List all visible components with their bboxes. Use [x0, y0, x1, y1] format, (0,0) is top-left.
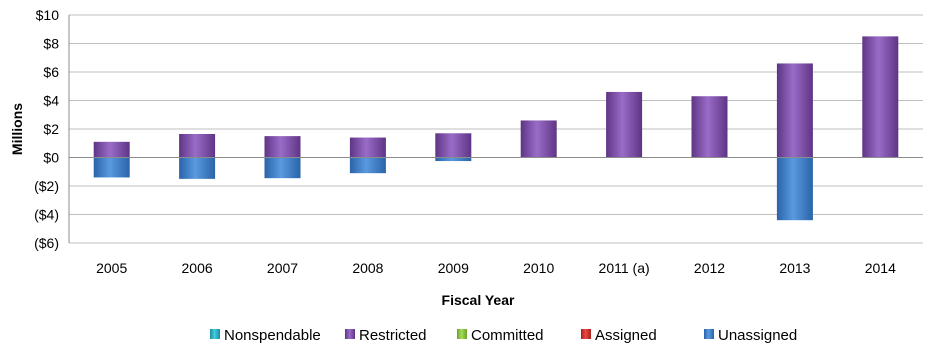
bar-restricted-2009 [435, 133, 472, 158]
legend-label-committed: Committed [471, 327, 544, 344]
y-tick-label: $2 [43, 121, 59, 137]
x-tick-label: 2011 (a) [599, 260, 650, 276]
y-tick-label: $6 [43, 64, 59, 80]
bar-unassigned-2013 [776, 157, 813, 221]
x-tick-label: 2013 [779, 260, 810, 276]
bar-restricted-2006 [179, 133, 216, 158]
legend-label-unassigned: Unassigned [718, 327, 797, 344]
y-tick-label: $4 [43, 93, 59, 109]
bar-restricted-2014 [862, 36, 899, 158]
y-tick-label: $8 [43, 36, 59, 52]
x-tick-label: 2010 [523, 260, 554, 276]
bar-restricted-2008 [349, 137, 386, 158]
x-tick-label: 2014 [865, 260, 896, 276]
legend-label-assigned: Assigned [595, 327, 657, 344]
bar-restricted-2010 [520, 120, 557, 158]
bar-unassigned-2008 [349, 157, 386, 174]
bar-unassigned-2006 [179, 157, 216, 179]
x-tick-label: 2006 [182, 260, 213, 276]
x-tick-label: 2009 [438, 260, 469, 276]
bar-unassigned-2007 [264, 157, 301, 179]
axes: $10 $8 $6 $4 $2 $0 ($2) ($4) ($6) 2005 2006 2007 200… [34, 7, 923, 276]
y-tick-label: ($2) [34, 178, 59, 194]
legend-swatch-nonspendable [210, 329, 220, 339]
legend-swatch-assigned [581, 329, 591, 339]
legend-label-nonspendable: Nonspendable [224, 327, 321, 344]
legend-swatch-committed [457, 329, 467, 339]
bar-restricted-2005 [93, 141, 130, 158]
legend-label-restricted: Restricted [359, 327, 427, 344]
bar-unassigned-2005 [93, 157, 130, 178]
x-axis-title: Fiscal Year [442, 292, 515, 308]
y-axis-title: Millions [9, 103, 25, 155]
x-tick-label: 2008 [352, 260, 383, 276]
bar-restricted-2011a [606, 91, 643, 158]
x-tick-label: 2005 [96, 260, 127, 276]
legend: Nonspendable Restricted Committed Assigned U… [210, 327, 797, 344]
bar-restricted-2007 [264, 136, 301, 158]
legend-swatch-restricted [345, 329, 355, 339]
x-tick-label: 2012 [694, 260, 725, 276]
y-tick-label: $0 [43, 150, 59, 166]
bar-restricted-2012 [691, 96, 728, 158]
legend-swatch-unassigned [704, 329, 714, 339]
y-tick-label: ($4) [34, 207, 59, 223]
bars [93, 36, 899, 221]
x-tick-label: 2007 [267, 260, 298, 276]
y-tick-label: ($6) [34, 235, 59, 251]
bar-restricted-2013 [776, 63, 813, 158]
bar-unassigned-2009 [435, 157, 472, 162]
y-tick-label: $10 [36, 7, 60, 23]
